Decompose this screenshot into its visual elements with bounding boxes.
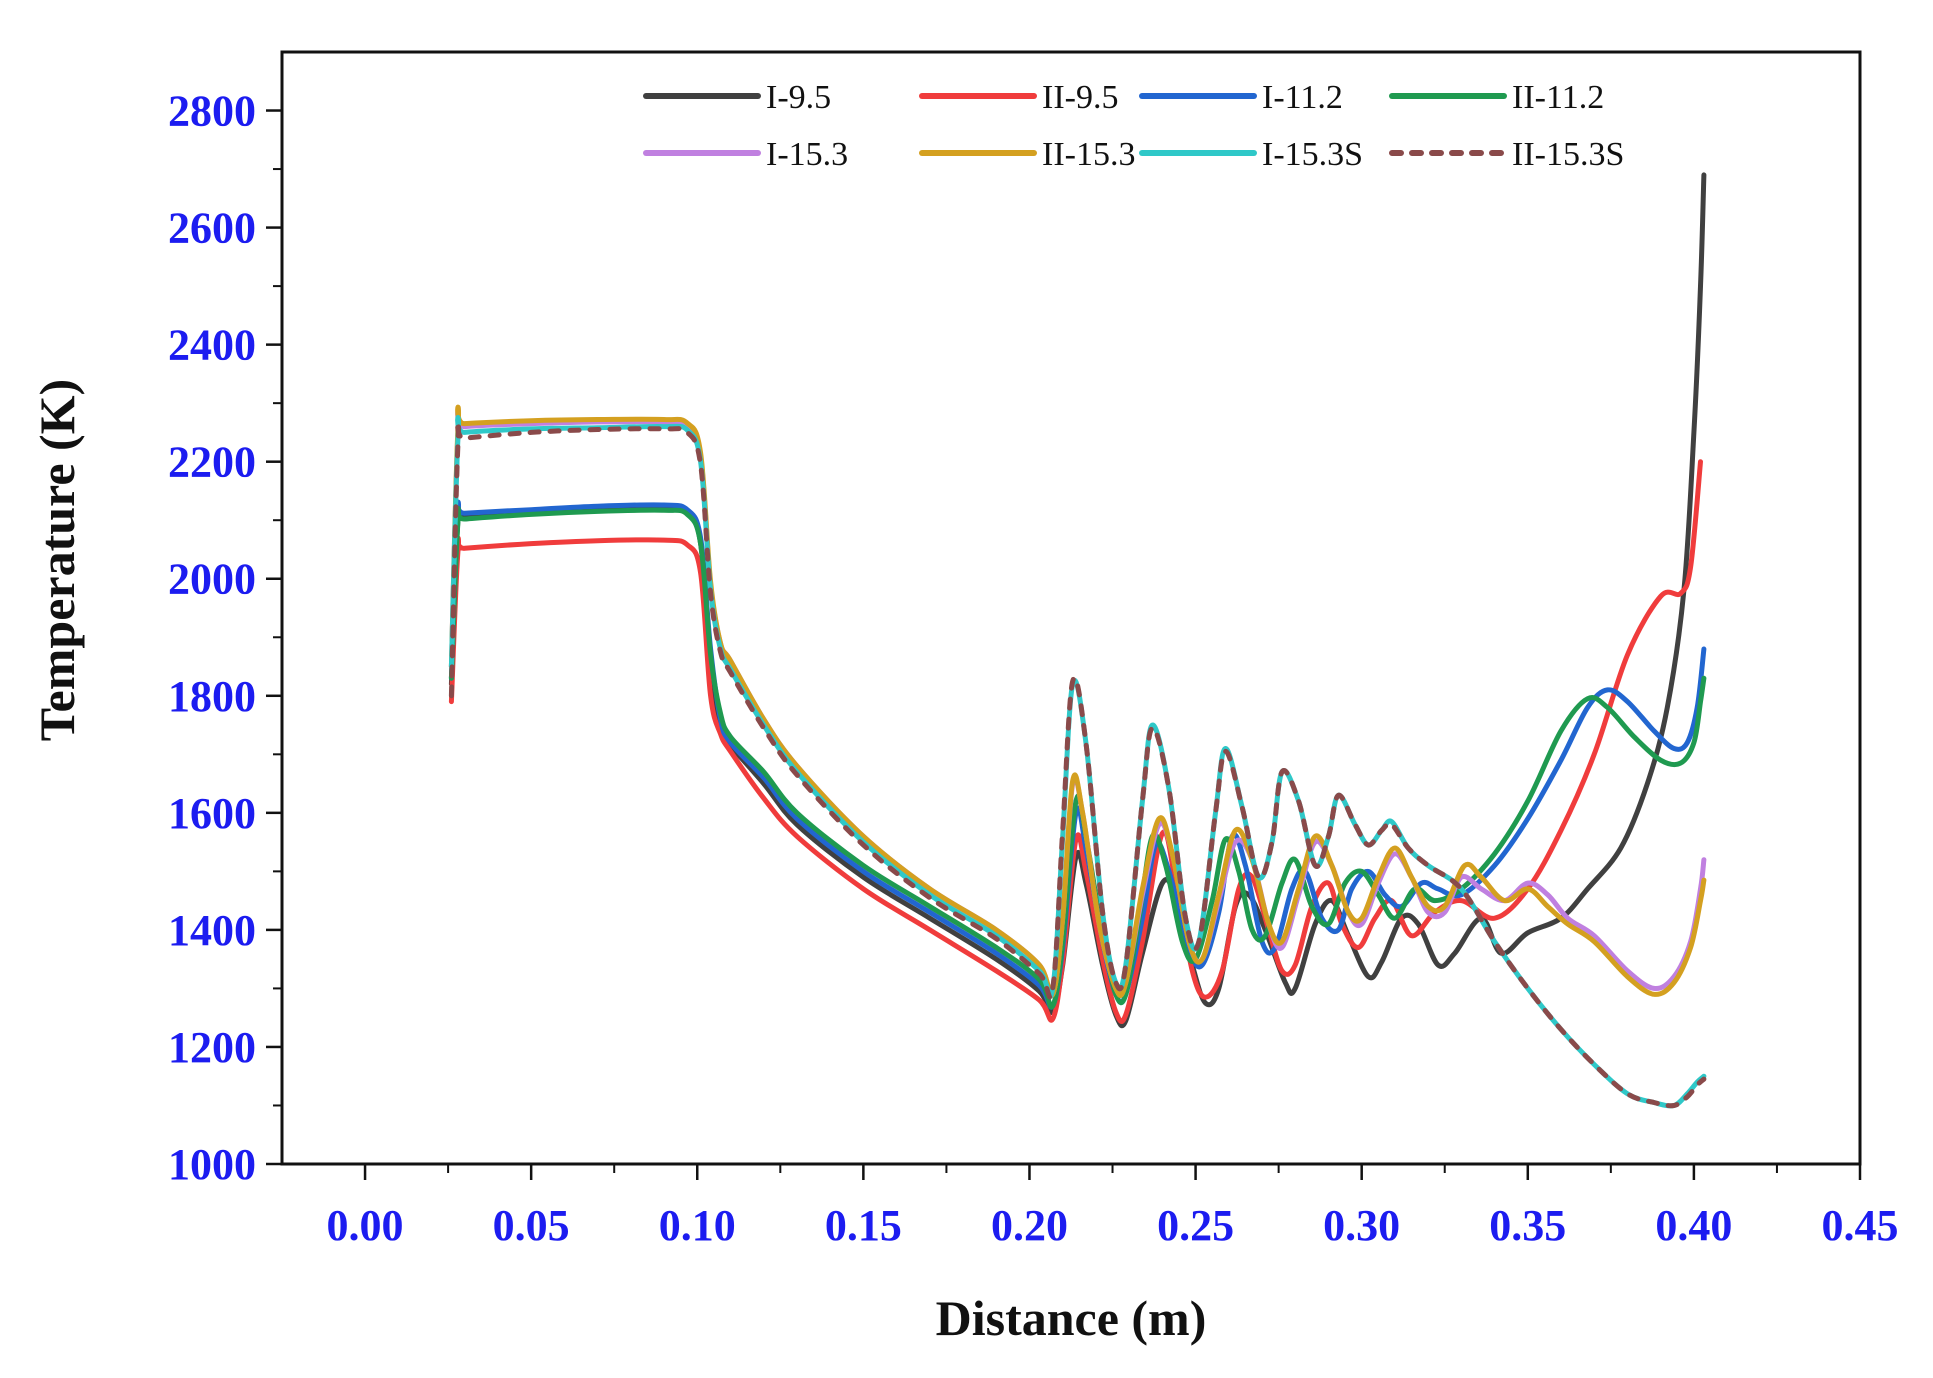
x-tick-label: 0.05 <box>493 1201 570 1250</box>
legend-label: I-11.2 <box>1262 79 1343 116</box>
x-tick-label: 0.40 <box>1655 1201 1732 1250</box>
y-tick-label: 2000 <box>168 555 256 604</box>
x-tick-label: 0.00 <box>327 1201 404 1250</box>
y-tick-label: 2400 <box>168 321 256 370</box>
x-tick-label: 0.10 <box>659 1201 736 1250</box>
x-tick-label: 0.30 <box>1323 1201 1400 1250</box>
legend-label: II-15.3 <box>1042 136 1135 173</box>
legend-label: I-9.5 <box>766 79 831 116</box>
x-tick-labels: 0.00 0.05 0.10 0.15 0.20 0.25 0.30 0.35 0.40 0.45 <box>327 1201 1899 1250</box>
y-tick-label: 2800 <box>168 87 256 136</box>
legend-label: II-9.5 <box>1042 79 1118 116</box>
legend-label: I-15.3S <box>1262 136 1363 173</box>
series-line-ii-15-3s <box>448 419 1707 1109</box>
y-tick-label: 1000 <box>168 1140 256 1189</box>
legend: I-9.5 II-9.5 I-11.2 II-11.2 I-15.3 II-15.3 I-1… <box>643 79 1624 173</box>
x-tick-label: 0.20 <box>991 1201 1068 1250</box>
y-tick-label: 1400 <box>168 906 256 955</box>
y-tick-labels: 1000 1200 1400 1600 1800 2000 2200 2400 2600 2800 <box>168 87 256 1189</box>
y-tick-label: 1800 <box>168 672 256 721</box>
y-axis-title: Temperature (K) <box>29 379 85 741</box>
y-tick-label: 2200 <box>168 438 256 487</box>
series-lines <box>448 172 1707 1109</box>
x-tick-label: 0.45 <box>1822 1201 1899 1250</box>
y-tick-label: 1200 <box>168 1023 256 1072</box>
y-tick-label: 1600 <box>168 789 256 838</box>
legend-label: II-11.2 <box>1512 79 1604 116</box>
legend-label: II-15.3S <box>1512 136 1624 173</box>
plot-frame <box>280 50 1862 1166</box>
x-axis-title: Distance (m) <box>936 1290 1207 1346</box>
legend-label: I-15.3 <box>766 136 848 173</box>
series-line-ii-11-2 <box>448 505 1707 1010</box>
x-tick-label: 0.15 <box>825 1201 902 1250</box>
y-tick-label: 2600 <box>168 204 256 253</box>
x-tick-label: 0.35 <box>1489 1201 1566 1250</box>
x-tick-label: 0.25 <box>1157 1201 1234 1250</box>
